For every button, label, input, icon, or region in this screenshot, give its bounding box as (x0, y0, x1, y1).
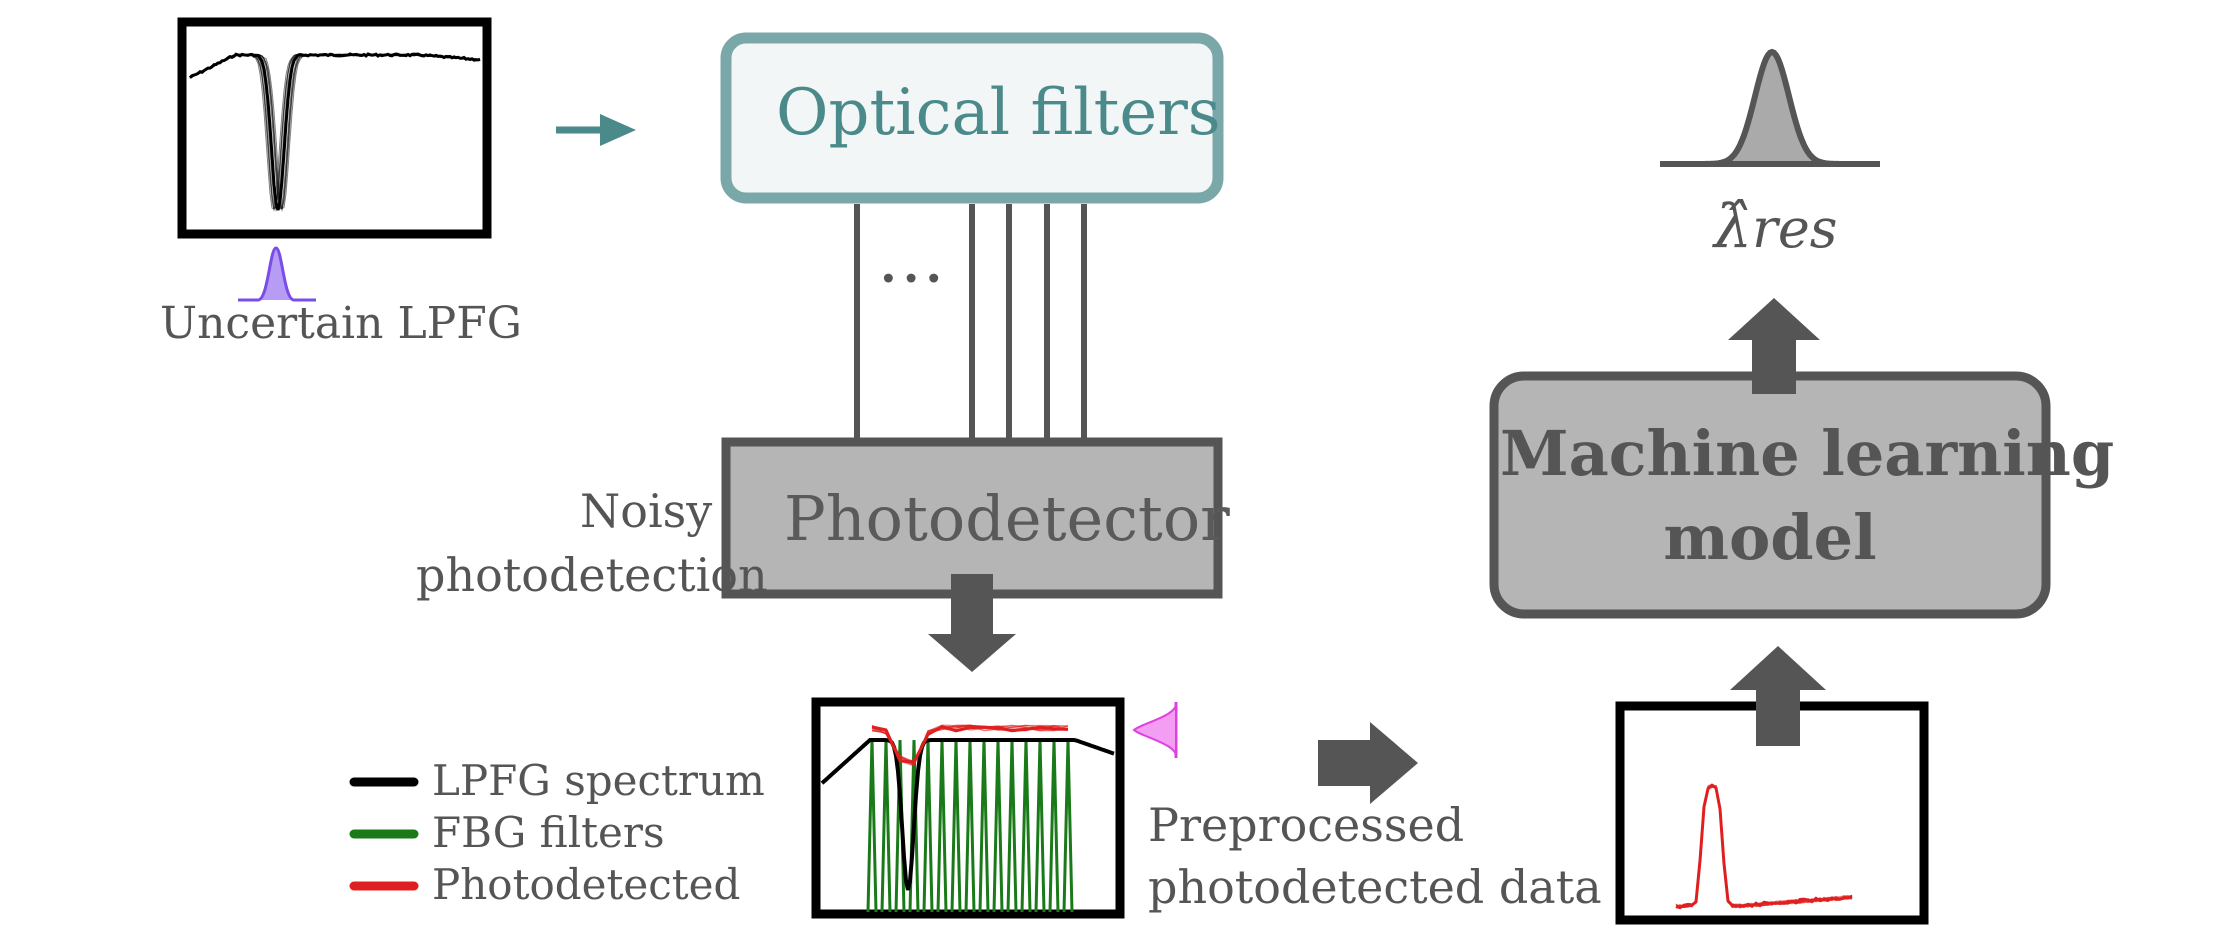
lpfg-curve (189, 53, 481, 211)
output-distribution (1660, 48, 1880, 167)
lpfg-curves (188, 52, 481, 212)
photodetector-label: Photodetector (784, 482, 1230, 555)
lambda-res-label: λ̂res (1714, 192, 1838, 262)
preprocessed-label-line2: photodetected data (1148, 860, 1602, 914)
photodetected-curve (871, 724, 1069, 765)
legend-label-photodetected: Photodetected (432, 860, 741, 909)
lambda-hat-symbol: λ̂ (1714, 192, 1753, 262)
bottom-lpfg-line (820, 738, 1115, 891)
legend-swatches (349, 777, 419, 891)
input-arrow (556, 114, 636, 146)
ellipsis-label: ... (880, 238, 949, 294)
ml-output-arrow (1728, 298, 1820, 394)
noise-distribution (1132, 702, 1178, 758)
preprocessed-label-line1: Preprocessed (1148, 798, 1465, 852)
lpfg-uncertainty-distribution (238, 246, 316, 302)
photodetector-box (721, 437, 1223, 599)
photodetected-spectrum-plot (811, 697, 1125, 919)
lambda-subscript: res (1752, 197, 1838, 260)
noisy-label-line2: photodetection (416, 548, 768, 602)
ml-label-line1: Machine learning (1500, 417, 2115, 490)
photodetector-down-arrow (928, 574, 1016, 672)
optical-filters-box (720, 32, 1224, 204)
peak-curve (1675, 783, 1853, 909)
legend-label-fbg: FBG filters (432, 808, 665, 857)
legend-label-lpfg: LPFG spectrum (432, 756, 765, 805)
ml-input-arrow (1730, 646, 1826, 746)
ml-label-line2: model (1663, 501, 1877, 574)
uncertain-lpfg-label: Uncertain LPFG (160, 298, 522, 349)
bottom-lpfg-curve (820, 738, 1115, 891)
optical-filters-label: Optical filters (776, 76, 1221, 150)
photodetected-curves (871, 724, 1069, 767)
preprocessed-peak-curves (1675, 783, 1853, 910)
filter-lines (854, 204, 1087, 440)
ml-model-box (1489, 371, 2051, 619)
noisy-label-line1: Noisy (580, 484, 713, 538)
lpfg-spectrum-plot (177, 17, 492, 239)
preprocess-arrow (1318, 722, 1418, 804)
